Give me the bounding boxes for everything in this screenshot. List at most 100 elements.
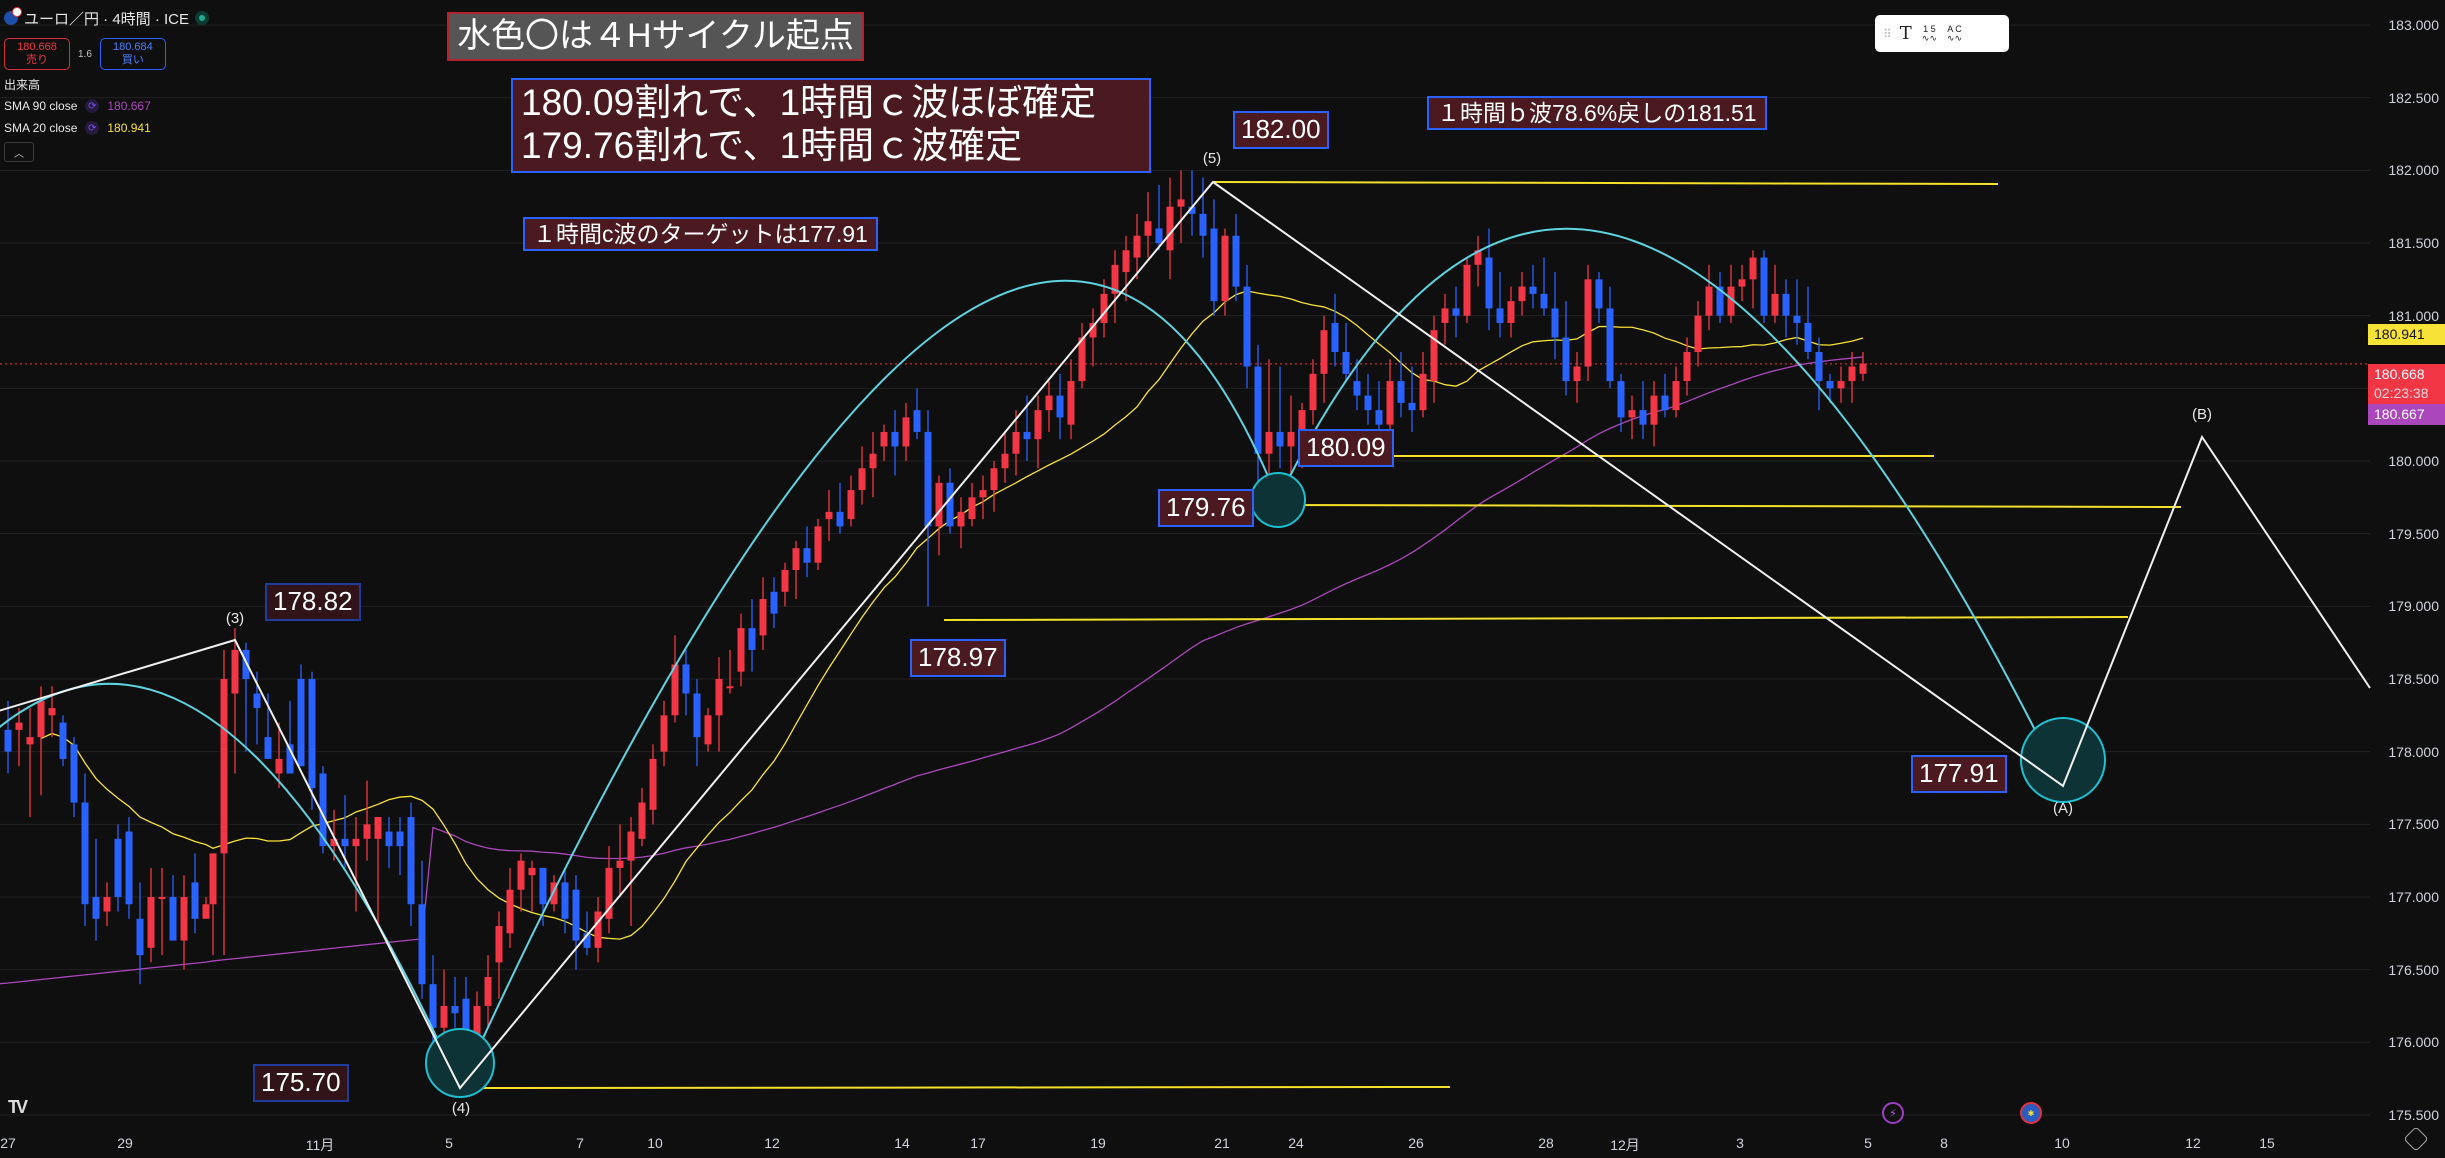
cycle-arc-2[interactable] bbox=[459, 279, 1279, 1089]
time-tick-label: 28 bbox=[1538, 1135, 1554, 1151]
cycle-start-circle-4[interactable] bbox=[425, 1028, 495, 1098]
sma90-name: SMA 90 close bbox=[4, 99, 78, 113]
eu-event-flag-icon[interactable]: ✱ bbox=[2020, 1102, 2042, 1124]
target-note[interactable]: １時間c波のターゲットは177.91 bbox=[523, 217, 878, 252]
time-tick-label: 12月 bbox=[1610, 1137, 1640, 1153]
price-tick-label: 182.000 bbox=[2388, 162, 2439, 179]
symbol-title-row[interactable]: ユーロ／円 · 4時間 · ICE bbox=[4, 6, 210, 30]
wave-label-3[interactable]: (3) bbox=[225, 610, 245, 627]
time-tick-label: 17 bbox=[970, 1135, 986, 1151]
price-tick-label: 176.000 bbox=[2388, 1034, 2439, 1051]
cycle-arc-3[interactable] bbox=[1277, 227, 2064, 787]
chevron-up-icon: ︿ bbox=[14, 148, 24, 160]
price-tick-label: 176.500 bbox=[2388, 961, 2439, 978]
wave-icon: ∿∿ bbox=[1921, 32, 1937, 43]
level-175-70[interactable] bbox=[459, 1086, 1451, 1089]
price-axis[interactable]: 183.000182.500182.000181.500181.000180.5… bbox=[2368, 0, 2445, 1158]
sync-icon: ⟳ bbox=[85, 99, 100, 113]
buy-button[interactable]: 180.684 買い bbox=[99, 38, 166, 70]
quote-row: 180.668 売り 1.6 180.684 買い bbox=[4, 38, 209, 70]
wave-tool-label: 1 5 bbox=[1923, 23, 1936, 34]
elliott-wave-path[interactable] bbox=[0, 180, 2371, 1090]
sma90-price-tag: 180.667 bbox=[2368, 404, 2445, 425]
impulse-wave-tool-button[interactable]: 1 5 ∿∿ bbox=[1921, 23, 1937, 43]
price-tick-label: 177.500 bbox=[2388, 816, 2439, 833]
time-tick-label: 21 bbox=[1214, 1135, 1230, 1151]
price-tick-label: 179.000 bbox=[2388, 598, 2439, 615]
time-tick-label: 3 bbox=[1736, 1135, 1744, 1151]
price-tick-label: 177.000 bbox=[2388, 888, 2439, 905]
time-tick-label: 11月 bbox=[305, 1137, 335, 1153]
price-tick-label: 181.000 bbox=[2388, 307, 2439, 324]
price-tick-label: 175.500 bbox=[2388, 1106, 2439, 1123]
wave-icon: ∿∿ bbox=[1946, 32, 1962, 43]
correction-wave-tool-button[interactable]: A C ∿∿ bbox=[1946, 23, 1962, 43]
time-tick-label: 12 bbox=[764, 1135, 780, 1151]
sell-button[interactable]: 180.668 売り bbox=[4, 38, 70, 70]
last-price: 180.668 bbox=[2374, 366, 2425, 382]
price-label-175-70[interactable]: 175.70 bbox=[253, 1064, 349, 1102]
wave-label-A[interactable]: (A) bbox=[2053, 800, 2073, 817]
time-tick-label: 19 bbox=[1090, 1135, 1106, 1151]
price-label-178-97[interactable]: 178.97 bbox=[910, 639, 1006, 677]
level-179-76[interactable] bbox=[1277, 504, 2182, 508]
wave-label-B[interactable]: (B) bbox=[2192, 406, 2212, 423]
level-178-97[interactable] bbox=[943, 616, 2129, 621]
price-tick-label: 180.000 bbox=[2388, 452, 2439, 469]
time-tick-label: 7 bbox=[576, 1135, 584, 1151]
text-tool-button[interactable]: T bbox=[1899, 23, 1912, 44]
grid-lines bbox=[0, 24, 2370, 1116]
drawings-layer[interactable] bbox=[0, 180, 2371, 1098]
time-tick-label: 15 bbox=[2259, 1135, 2275, 1151]
sma90-indicator[interactable]: SMA 90 close ⟳ 180.667 bbox=[4, 98, 209, 114]
buy-label: 買い bbox=[121, 54, 144, 66]
event-lightning-icon[interactable]: ⚡ bbox=[1882, 1102, 1904, 1124]
sync-icon: ⟳ bbox=[85, 121, 100, 135]
candlesticks bbox=[4, 170, 1867, 1086]
time-tick-label: 26 bbox=[1408, 1135, 1424, 1151]
sell-label: 売り bbox=[26, 54, 48, 66]
symbol-legend: ユーロ／円 · 4時間 · ICE 180.668 売り 1.6 180.684… bbox=[4, 6, 210, 162]
sma20-price-tag: 180.941 bbox=[2368, 324, 2445, 345]
time-tick-label: 5 bbox=[1864, 1135, 1872, 1151]
time-tick-label: 10 bbox=[2054, 1135, 2070, 1151]
price-tick-label: 178.000 bbox=[2388, 743, 2439, 760]
price-label-182-00[interactable]: 182.00 bbox=[1233, 111, 1329, 149]
tradingview-logo-icon[interactable]: TV bbox=[8, 1097, 28, 1117]
price-label-179-76[interactable]: 179.76 bbox=[1158, 489, 1254, 527]
symbol-title[interactable]: ユーロ／円 · 4時間 · ICE bbox=[24, 10, 190, 28]
cycle-start-circle-A[interactable] bbox=[2020, 717, 2106, 803]
break-note[interactable]: 180.09割れで、1時間ｃ波ほぼ確定 179.76割れで、1時間ｃ波確定 bbox=[511, 78, 1151, 174]
spread-value: 1.6 bbox=[78, 48, 92, 60]
level-182-00[interactable] bbox=[1212, 181, 1999, 185]
wave-tool-label: A C bbox=[1947, 23, 1962, 34]
cycle-note[interactable]: 水色〇は４Hサイクル起点 bbox=[447, 12, 864, 62]
collapse-legend-button[interactable]: ︿ bbox=[4, 142, 34, 162]
time-tick-label: 24 bbox=[1288, 1135, 1304, 1151]
wave-label-4[interactable]: (4) bbox=[451, 1100, 471, 1117]
price-label-177-91[interactable]: 177.91 bbox=[1911, 755, 2007, 793]
price-label-180-09[interactable]: 180.09 bbox=[1298, 429, 1394, 467]
time-tick-label: 5 bbox=[445, 1135, 453, 1151]
price-tick-label: 179.500 bbox=[2388, 525, 2439, 542]
time-tick-label: 29 bbox=[117, 1135, 133, 1151]
price-label-178-82[interactable]: 178.82 bbox=[265, 583, 361, 621]
time-tick-label: 10 bbox=[647, 1135, 663, 1151]
drag-handle-icon[interactable]: ⠿ bbox=[1883, 26, 1892, 41]
wave-label-5[interactable]: (5) bbox=[1202, 150, 1222, 167]
sma20-indicator[interactable]: SMA 20 close ⟳ 180.941 bbox=[4, 120, 209, 136]
time-tick-label: 8 bbox=[1940, 1135, 1948, 1151]
price-tick-label: 181.500 bbox=[2388, 234, 2439, 251]
sell-price: 180.668 bbox=[17, 41, 57, 53]
break-note-line-1: 180.09割れで、1時間ｃ波ほぼ確定 bbox=[521, 82, 1097, 123]
volume-label: 出来高 bbox=[4, 77, 41, 92]
price-tick-label: 183.000 bbox=[2388, 17, 2439, 33]
retrace-note[interactable]: １時間ｂ波78.6%戻しの181.51 bbox=[1427, 96, 1767, 131]
cycle-arc-1[interactable] bbox=[0, 682, 461, 1089]
time-tick-label: 12 bbox=[2185, 1135, 2201, 1151]
time-tick-label: 27 bbox=[0, 1135, 16, 1151]
volume-indicator[interactable]: 出来高 bbox=[4, 76, 209, 92]
drawing-toolbar: ⠿ T 1 5 ∿∿ A C ∿∿ bbox=[1875, 15, 2009, 52]
buy-price: 180.684 bbox=[113, 41, 153, 53]
